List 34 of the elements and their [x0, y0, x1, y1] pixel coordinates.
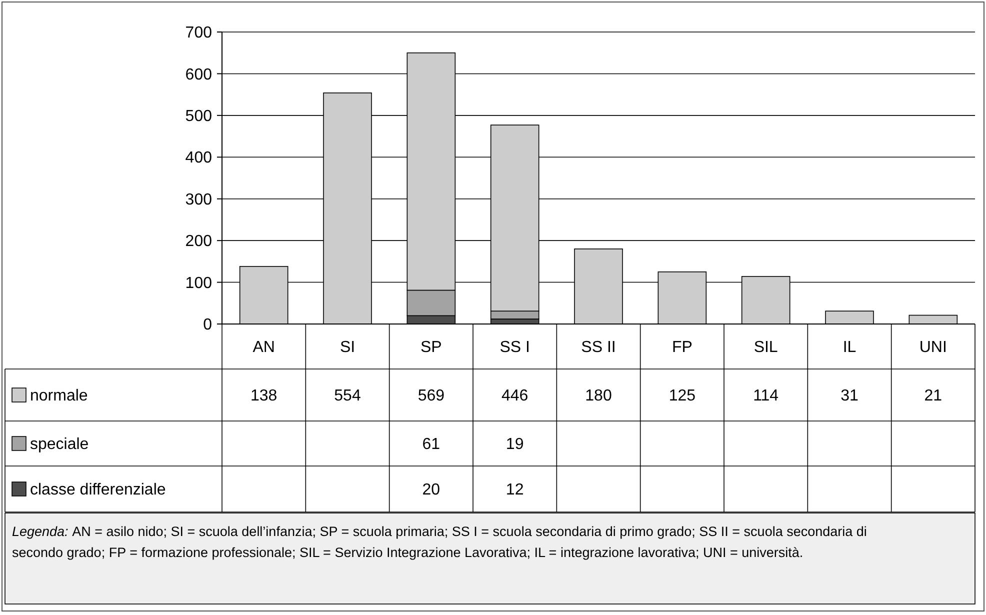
x-tick-label: AN [252, 339, 275, 356]
y-tick-label: 400 [185, 150, 212, 167]
y-tick-label: 700 [185, 24, 212, 42]
x-tick-label: SS I [500, 339, 530, 356]
text: Legenda: [12, 524, 72, 539]
legend-label: classe differenziale [30, 482, 166, 499]
x-tick-label: UNI [919, 339, 947, 356]
data-label: 138 [250, 388, 278, 405]
x-tick-label: SI [340, 339, 356, 356]
data-label: 61 [422, 436, 440, 454]
legend-label: speciale [30, 436, 89, 454]
data-label: 31 [840, 388, 858, 405]
data-label: 180 [585, 388, 612, 405]
data-label: 12 [506, 482, 524, 499]
data-label: 554 [334, 388, 361, 405]
x-tick-label: FP [672, 339, 692, 356]
data-label: 125 [668, 388, 696, 405]
data-label: 21 [924, 388, 942, 405]
data-label: 20 [422, 482, 440, 499]
x-tick-label: IL [842, 339, 856, 356]
data-label: 19 [506, 436, 524, 454]
y-tick-label: 0 [203, 316, 212, 334]
y-tick-label: 200 [185, 233, 212, 250]
y-tick-label: 500 [185, 108, 212, 126]
x-tick-label: SS II [581, 339, 616, 356]
y-tick-label: 600 [185, 66, 212, 84]
y-tick-label: 300 [185, 191, 212, 208]
data-label: 114 [753, 388, 779, 405]
y-tick-label: 100 [185, 274, 212, 292]
data-label: 569 [418, 388, 445, 405]
legend-label: normale [30, 388, 88, 405]
data-label: 446 [501, 388, 528, 405]
x-tick-label: SP [420, 339, 442, 356]
x-tick-label: SIL [754, 339, 778, 356]
